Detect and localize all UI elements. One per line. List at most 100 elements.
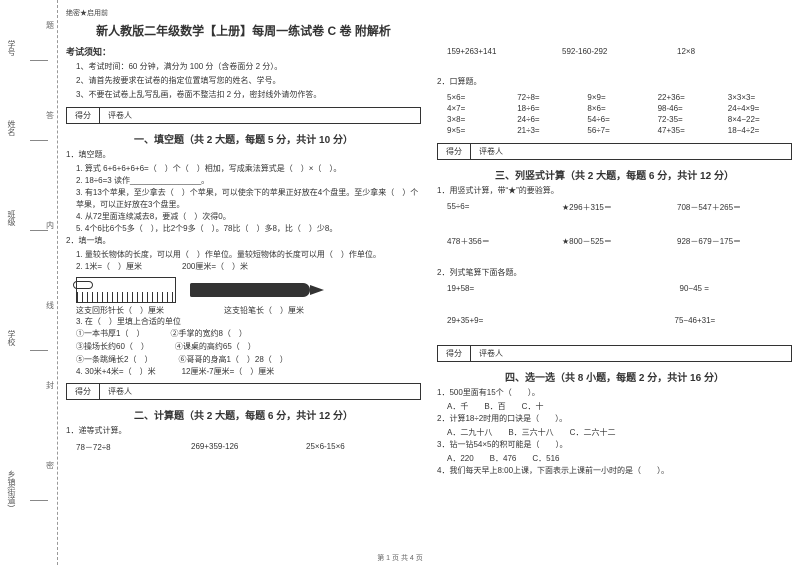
mc-item: 18−4÷2=: [728, 126, 792, 135]
mc-item: 4×7=: [447, 104, 511, 113]
q2-line: 1. 量较长物体的长度，可以用（ ）作单位。量较短物体的长度可以用（ ）作单位。: [76, 249, 421, 261]
mc-item: 24÷6=: [517, 115, 581, 124]
q1-head: 1．填空题。: [66, 149, 421, 161]
mc-item: 18÷6=: [517, 104, 581, 113]
unit-item: ①一本书厚1（ ）: [76, 328, 144, 341]
unit-item: ⑤一条跳绳长2（ ）: [76, 354, 152, 367]
ruler-row: [76, 277, 421, 303]
q2-2a: 2. 1米=（ ）厘米: [76, 261, 142, 273]
mc-item: 3×8=: [447, 115, 511, 124]
notice-heading: 考试须知：: [66, 45, 421, 58]
vert-item: ★800－525＝: [562, 236, 677, 247]
calc-item: 592-160-292: [562, 47, 677, 56]
mc-item: 98-46=: [658, 104, 722, 113]
bind-label: 乡镇(街道): [6, 470, 17, 507]
grader-label: 评卷人: [471, 346, 533, 361]
unit-item: ④课桌的高约65（ ）: [175, 341, 256, 354]
bind-line: [30, 60, 48, 61]
calc-item: 78－72÷8: [76, 442, 191, 453]
seal-mark: 密: [46, 460, 54, 471]
mc-item: 5×6=: [447, 93, 511, 102]
pencil-graphic: [190, 277, 340, 303]
q2-2b: 200厘米=（ ）米: [182, 261, 248, 273]
mc-opts: A．二九十八 B．三六十八 C．二六十二: [447, 427, 792, 439]
mc-item: 22+36=: [658, 93, 722, 102]
bind-label: 学号: [6, 40, 17, 56]
notice-item: 2、请首先按要求在试卷的指定位置填写您的姓名、学号。: [76, 75, 421, 86]
q2-3: 3. 在（ ）里填上合适的单位: [76, 316, 421, 328]
mc-item: 54÷6=: [587, 115, 651, 124]
unit-item: 4. 30米+4米=（ ）米: [76, 366, 156, 379]
vert-item: 478＋356＝: [447, 236, 562, 247]
left-column: 绝密★启用前 新人教版二年级数学【上册】每周一练试卷 C 卷 附解析 考试须知：…: [66, 8, 421, 553]
score-label: 得分: [67, 384, 100, 399]
ruler-caption: 这支回形针长（ ）厘米: [76, 305, 164, 316]
q1-line: 2. 18÷6=3 读作________________。: [76, 175, 421, 187]
mc-item: 72-35=: [658, 115, 722, 124]
notice-item: 1、考试时间：60 分钟，满分为 100 分（含卷面分 2 分）。: [76, 61, 421, 72]
v2-item: 90−45 =: [680, 284, 793, 293]
mc-q: 2．计算18÷2时用的口诀是（ ）。: [437, 413, 792, 425]
seal-mark: 封: [46, 380, 54, 391]
bind-line: [30, 350, 48, 351]
q2-head: 2．填一填。: [66, 235, 421, 247]
q1-line: 4. 从72里面连续减去8，要减（ ）次得0。: [76, 211, 421, 223]
calc-item: 12×8: [677, 47, 792, 56]
seal-mark: 内: [46, 220, 54, 231]
mc-item: 9×9=: [587, 93, 651, 102]
q1-line: 5. 4个6比6个5多（ ），比2个9多（ ）。78比（ ）多8，比（ ）少8。: [76, 223, 421, 235]
bind-label: 班级: [6, 210, 17, 226]
unit-item: ⑥哥哥的身高1（ ）28（ ）: [178, 354, 287, 367]
unit-item: ②手掌的宽约8（ ）: [170, 328, 246, 341]
vert-item: 928－679－175＝: [677, 236, 792, 247]
section-1-title: 一、填空题（共 2 大题，每题 5 分，共计 10 分）: [66, 131, 421, 146]
mc-item: 72÷8=: [517, 93, 581, 102]
bind-line: [30, 140, 48, 141]
mc-opts: A．千 B．百 C．十: [447, 401, 792, 413]
ruler-graphic: [76, 277, 176, 303]
mental-grid: 5×6= 72÷8= 9×9= 22+36= 3×3×3= 4×7= 18÷6= 8×6= 9…: [447, 93, 792, 135]
mc-q: 4．我们每天早上8:00上课，下面表示上课前一小时的是（ ）。: [437, 465, 792, 477]
v2-item: 29+35+9=: [447, 316, 565, 325]
grader-label: 评卷人: [100, 108, 162, 123]
v2-item: 19+58=: [447, 284, 560, 293]
c2-head: 2．口算题。: [437, 76, 792, 88]
unit-item: ③操场长约60（ ）: [76, 341, 149, 354]
mc-q: 3．钻一钻54×5的积可能是（ ）。: [437, 439, 792, 451]
unit-item: 12厘米-7厘米=（ ）厘米: [182, 366, 275, 379]
v2-head: 2．列式笔算下面各题。: [437, 267, 792, 279]
score-box: 得分 评卷人: [66, 107, 421, 124]
mc-item: 3×3×3=: [728, 93, 792, 102]
seal-mark: 答: [46, 110, 54, 121]
binding-margin: 学号 姓名 班级 学校 乡镇(街道) 题 答 内 线 封 密: [0, 0, 58, 565]
paper-title: 新人教版二年级数学【上册】每周一练试卷 C 卷 附解析: [66, 22, 421, 39]
mc-item: 8×6=: [587, 104, 651, 113]
score-label: 得分: [67, 108, 100, 123]
mc-item: 8×4−22=: [728, 115, 792, 124]
score-box: 得分 评卷人: [66, 383, 421, 400]
mc-opts: A．220 B．476 C．516: [447, 453, 792, 465]
calc-item: 159+263+141: [447, 47, 562, 56]
mc-item: 24÷4×9=: [728, 104, 792, 113]
bind-label: 姓名: [6, 120, 17, 136]
bind-label: 学校: [6, 330, 17, 346]
mc-item: 9×5=: [447, 126, 511, 135]
calc-item: 269+359-126: [191, 442, 306, 453]
page-footer: 第 1 页 共 4 页: [0, 553, 800, 563]
q1-line: 1. 算式 6+6+6+6+6=（ ）个（ ）相加，写成乘法算式是（ ）×（ ）…: [76, 163, 421, 175]
v1-head: 1．用竖式计算，带“★”的要验算。: [437, 185, 792, 197]
q1-line: 3. 有13个苹果，至少拿去（ ）个苹果，可以使余下的苹果正好放在4个盘里。至少…: [76, 187, 421, 211]
c1-head: 1．递等式计算。: [66, 425, 421, 437]
right-column: 159+263+141 592-160-292 12×8 2．口算题。 5×6=…: [437, 8, 792, 553]
calc-item: 25×6-15×6: [306, 442, 421, 453]
notice-list: 1、考试时间：60 分钟，满分为 100 分（含卷面分 2 分）。 2、请首先按…: [66, 61, 421, 103]
score-box: 得分 评卷人: [437, 345, 792, 362]
pencil-caption: 这支铅笔长（ ）厘米: [224, 305, 304, 316]
mc-item: 47+35=: [658, 126, 722, 135]
notice-item: 3、不要在试卷上乱写乱画，卷面不整洁扣 2 分，密封线外请勿作答。: [76, 89, 421, 100]
section-4-title: 四、选一选（共 8 小题，每题 2 分，共计 16 分）: [437, 369, 792, 384]
bind-line: [30, 500, 48, 501]
vert-item: ★296＋315＝: [562, 202, 677, 213]
grader-label: 评卷人: [100, 384, 162, 399]
vert-item: 55÷6=: [447, 202, 562, 213]
